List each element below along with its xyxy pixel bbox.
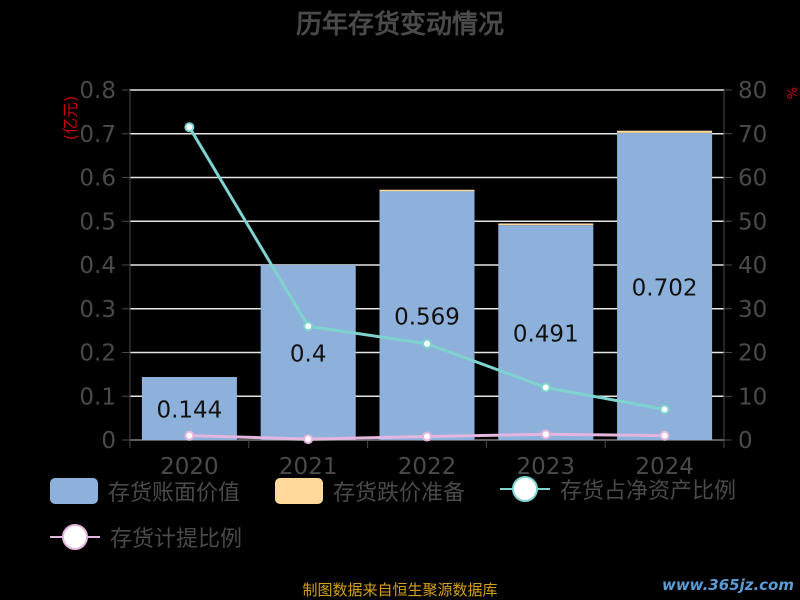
right-axis-tick-label: 50 — [738, 209, 767, 235]
right-axis-tick-label: 30 — [738, 297, 767, 323]
net-asset-ratio-point — [540, 382, 551, 393]
net-asset-ratio-point — [184, 122, 195, 133]
left-axis-tick-label: 0.8 — [79, 78, 116, 104]
provision-ratio-point — [540, 429, 551, 440]
provision-ratio-point — [659, 430, 670, 441]
left-axis-tick-label: 0.2 — [79, 341, 116, 367]
left-axis-tick-label: 0.3 — [79, 297, 116, 323]
bar-data-label: 0.491 — [513, 322, 579, 348]
right-axis-tick-label: 70 — [738, 122, 767, 148]
left-axis-tick-label: 0.5 — [79, 209, 116, 235]
legend-swatch-net-asset-ratio — [500, 474, 550, 504]
right-axis-tick-label: 60 — [738, 166, 767, 192]
net-asset-ratio-point — [422, 338, 432, 349]
x-axis-tick-label: 2020 — [160, 454, 219, 480]
x-axis-tick-label: 2021 — [279, 454, 338, 480]
chart-legend: 存货账面价值 存货跌价准备 存货占净资产比例 存货计提比例 — [0, 470, 800, 560]
bar-reserve — [617, 130, 713, 133]
bar-book-value — [498, 225, 594, 440]
left-axis-tick-label: 0 — [101, 428, 116, 454]
net-asset-ratio-point — [303, 321, 314, 332]
right-axis-unit-label: % — [786, 87, 800, 99]
legend-item-provision-ratio[interactable]: 存货计提比例 — [50, 521, 242, 553]
left-axis-tick-label: 0.7 — [79, 122, 116, 148]
legend-label-provision-ratio: 存货计提比例 — [110, 527, 243, 552]
provision-ratio-point — [184, 430, 195, 441]
x-axis-tick-label: 2022 — [398, 454, 457, 480]
x-axis-tick-label: 2024 — [635, 454, 694, 480]
bar-book-value — [379, 191, 475, 440]
x-axis-tick-label: 2023 — [517, 454, 576, 480]
net-asset-ratio-point — [659, 404, 670, 415]
left-axis-tick-label: 0.4 — [79, 253, 116, 279]
left-axis-tick-label: 0.1 — [79, 384, 116, 410]
bar-reserve — [498, 223, 594, 226]
right-axis-tick-label: 20 — [738, 341, 767, 367]
legend-item-net-asset-ratio[interactable]: 存货占净资产比例 — [500, 473, 736, 505]
right-axis-tick-label: 80 — [738, 78, 767, 104]
bar-data-label: 0.144 — [156, 398, 222, 424]
provision-ratio-point — [422, 431, 432, 442]
bar-reserve — [379, 189, 475, 192]
provision-ratio-point — [303, 434, 314, 445]
legend-item-book-value[interactable]: 存货账面价值 — [50, 475, 240, 507]
bar-data-label: 0.4 — [290, 342, 327, 368]
bar-data-label: 0.702 — [632, 275, 698, 301]
legend-swatch-reserve — [275, 478, 323, 504]
legend-swatch-provision-ratio — [50, 522, 100, 552]
legend-item-reserve[interactable]: 存货跌价准备 — [275, 475, 465, 507]
left-axis-unit-label: (亿元) — [61, 96, 80, 141]
watermark: www.365jz.com — [661, 576, 794, 594]
bar-data-label: 0.569 — [394, 305, 460, 331]
chart-title: 历年存货变动情况 — [295, 10, 504, 40]
right-axis-tick-label: 40 — [738, 253, 767, 279]
legend-label-net-asset-ratio: 存货占净资产比例 — [560, 479, 737, 504]
legend-label-reserve: 存货跌价准备 — [333, 481, 466, 506]
data-source-note: 制图数据来自恒生聚源数据库 — [302, 581, 498, 599]
right-axis-tick-label: 10 — [738, 384, 767, 410]
bar-book-value — [260, 265, 356, 440]
right-axis-tick-label: 0 — [738, 428, 753, 454]
legend-label-book-value: 存货账面价值 — [108, 481, 241, 506]
bar-book-value — [141, 377, 237, 440]
bar-book-value — [617, 132, 713, 440]
legend-swatch-book-value — [50, 478, 98, 504]
left-axis-tick-label: 0.6 — [79, 166, 116, 192]
